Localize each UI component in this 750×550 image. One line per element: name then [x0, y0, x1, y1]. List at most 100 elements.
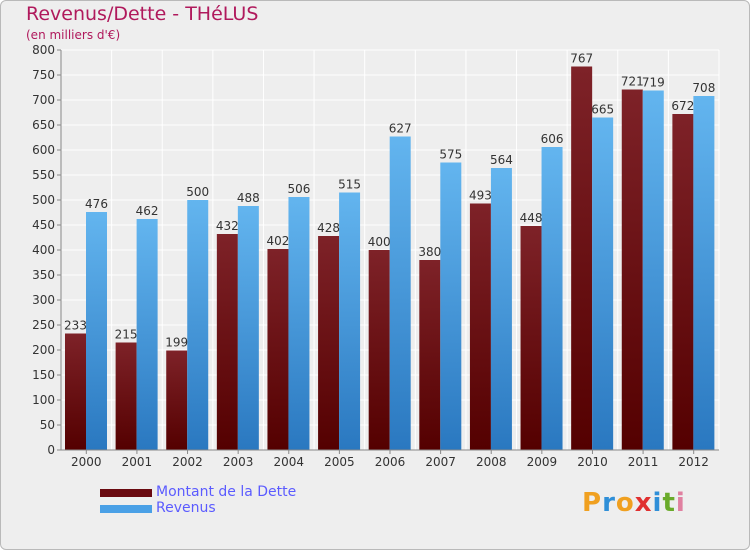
- x-tick-label: 2005: [324, 455, 355, 469]
- x-tick-label: 2009: [527, 455, 558, 469]
- data-label-revenue: 462: [136, 204, 159, 218]
- bar-debt: [419, 260, 441, 450]
- data-label-revenue: 488: [237, 191, 260, 205]
- bar-revenue: [490, 168, 512, 450]
- bar-revenue: [389, 136, 411, 450]
- data-label-debt: 400: [368, 235, 391, 249]
- bar-revenue: [592, 117, 614, 450]
- y-tick-label: 250: [32, 318, 55, 332]
- y-tick-label: 400: [32, 243, 55, 257]
- y-tick-label: 150: [32, 368, 55, 382]
- data-label-debt: 767: [570, 52, 593, 66]
- legend-label-debt: Montant de la Dette: [156, 484, 297, 500]
- x-tick-label: 2000: [71, 455, 102, 469]
- bar-debt: [520, 226, 542, 450]
- bar-debt: [166, 350, 188, 450]
- logo-letter: i: [675, 488, 686, 518]
- y-tick-label: 0: [47, 443, 55, 457]
- y-tick-label: 100: [32, 393, 55, 407]
- bar-debt: [65, 333, 86, 450]
- data-label-debt: 380: [418, 245, 441, 259]
- data-label-debt: 402: [267, 234, 290, 248]
- x-tick-label: 2012: [678, 455, 709, 469]
- data-label-revenue: 506: [288, 182, 311, 196]
- data-label-debt: 199: [165, 336, 188, 350]
- bar-revenue: [642, 90, 664, 450]
- data-label-revenue: 606: [541, 132, 564, 146]
- x-tick-label: 2007: [425, 455, 456, 469]
- y-tick-label: 700: [32, 93, 55, 107]
- x-tick-label: 2010: [577, 455, 608, 469]
- data-label-debt: 672: [671, 99, 694, 113]
- bar-revenue: [187, 200, 209, 450]
- bar-debt: [216, 234, 238, 450]
- x-tick-label: 2006: [375, 455, 406, 469]
- logo-letter: x: [634, 488, 653, 518]
- bar-layer: [65, 66, 715, 450]
- y-tick-label: 750: [32, 68, 55, 82]
- axis-layer: 0 50 100 150 200 250 300 350 400 450 500 550 600 650 7…: [32, 43, 719, 469]
- bar-debt: [267, 249, 289, 450]
- data-label-revenue: 564: [490, 153, 513, 167]
- x-tick-label: 2008: [476, 455, 507, 469]
- y-tick-label: 50: [40, 418, 55, 432]
- x-tick-label: 2011: [628, 455, 659, 469]
- bar-revenue: [288, 197, 310, 450]
- data-label-debt: 428: [317, 221, 340, 235]
- bar-revenue: [693, 96, 715, 450]
- bar-debt: [368, 250, 390, 450]
- logo-letter: t: [662, 488, 676, 518]
- legend-swatch-debt: [100, 489, 152, 497]
- data-label-revenue: 719: [642, 76, 665, 90]
- data-label-revenue: 575: [439, 148, 462, 162]
- x-tick-label: 2003: [223, 455, 254, 469]
- bar-debt: [318, 236, 340, 450]
- data-label-debt: 432: [216, 219, 239, 233]
- logo-letter: o: [615, 488, 635, 518]
- chart-subtitle: (en milliers d'€): [26, 28, 121, 42]
- y-tick-label: 300: [32, 293, 55, 307]
- bar-revenue: [339, 192, 361, 450]
- logo-letter: P: [582, 488, 603, 518]
- y-tick-label: 800: [32, 43, 55, 57]
- bar-revenue: [136, 219, 158, 450]
- data-label-debt: 448: [520, 211, 543, 225]
- logo-letter: i: [652, 488, 663, 518]
- data-label-revenue: 627: [389, 122, 412, 136]
- chart-title: Revenus/Dette - THéLUS: [26, 3, 259, 25]
- data-label-revenue: 708: [692, 81, 715, 95]
- legend-swatch-revenue: [100, 505, 152, 513]
- data-label-revenue: 515: [338, 178, 361, 192]
- label-layer: 233 476 215 462 199 500 432 488 402 506 428 515 400 6…: [64, 52, 715, 350]
- data-label-revenue: 500: [186, 185, 209, 199]
- data-label-debt: 233: [64, 319, 87, 333]
- bar-revenue: [237, 206, 259, 450]
- proxiti-logo: Proxiti: [582, 488, 686, 518]
- data-label-debt: 215: [115, 328, 138, 342]
- data-label-debt: 493: [469, 189, 492, 203]
- bar-debt: [672, 114, 694, 450]
- x-tick-label: 2001: [122, 455, 153, 469]
- y-tick-label: 650: [32, 118, 55, 132]
- logo-letter: r: [602, 488, 616, 518]
- data-label-debt: 721: [621, 75, 644, 89]
- bar-debt: [115, 342, 137, 450]
- bar-debt: [621, 89, 643, 450]
- y-tick-label: 350: [32, 268, 55, 282]
- x-tick-label: 2004: [273, 455, 304, 469]
- bar-debt: [469, 203, 491, 450]
- y-tick-label: 200: [32, 343, 55, 357]
- data-label-revenue: 476: [85, 197, 108, 211]
- bar-revenue: [541, 147, 563, 450]
- x-tick-label: 2002: [172, 455, 203, 469]
- bar-revenue: [440, 162, 462, 450]
- y-tick-label: 450: [32, 218, 55, 232]
- legend-label-revenue: Revenus: [156, 500, 216, 516]
- bar-debt: [571, 66, 593, 450]
- bar-revenue: [86, 212, 107, 450]
- y-tick-label: 550: [32, 168, 55, 182]
- y-tick-label: 600: [32, 143, 55, 157]
- data-label-revenue: 665: [591, 103, 614, 117]
- y-tick-label: 500: [32, 193, 55, 207]
